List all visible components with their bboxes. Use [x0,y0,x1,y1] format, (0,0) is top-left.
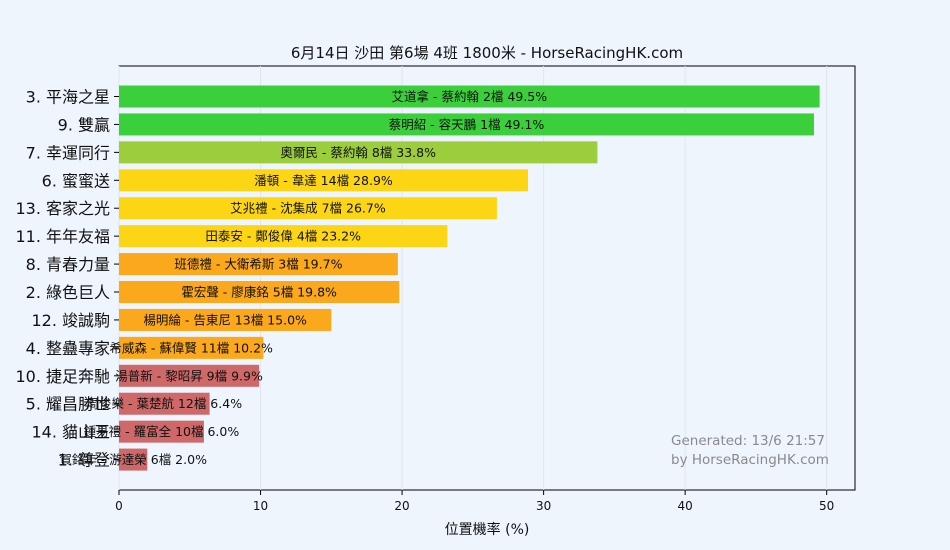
x-axis-ticks: 0 10 20 30 40 50 [115,490,834,513]
watermark-generated: Generated: 13/6 21:57 [671,433,825,449]
x-tick-label-4: 40 [678,499,693,513]
bar-10 [119,364,260,387]
bar-3 [119,169,529,192]
bar-8 [119,308,332,331]
x-tick-label-3: 30 [536,499,551,513]
bar-12 [119,420,204,443]
horse-label-6: 8. 青春力量 [26,255,110,274]
x-tick-label-1: 10 [253,499,268,513]
bar-6 [119,253,398,276]
horse-label-8: 12. 竣誠駒 [31,311,110,330]
bar-label-6: 班德禮 - 大衛希斯 3檔 19.7% [174,257,342,272]
bar-label-13: 賀銘年 - 游達榮 6檔 2.0% [59,452,207,467]
bar-label-11: 周俊樂 - 葉楚航 12檔 6.4% [87,396,243,411]
bar-11 [119,392,210,415]
plot-area [118,65,856,491]
horse-label-11: 5. 耀昌勝世 [26,395,110,414]
bar-label-1: 蔡明紹 - 容天鵬 1檔 49.1% [389,117,545,132]
x-tick-label-2: 20 [394,499,409,513]
horse-label-3: 6. 蜜蜜送 [42,171,110,190]
bar-label-2: 奧爾民 - 蔡約翰 8檔 33.8% [280,145,436,160]
bar-0 [119,85,820,108]
horse-label-2: 7. 幸運同行 [26,143,110,162]
bar-label-9: 希威森 - 蘇偉賢 11檔 10.2% [109,340,273,355]
bar-label-8: 楊明綸 - 告東尼 13檔 15.0% [143,312,307,327]
bar-9 [119,336,264,359]
x-tick-label-0: 0 [115,499,123,513]
x-tick-label-5: 50 [819,499,834,513]
horse-label-1: 9. 雙贏 [58,115,110,134]
bars: 艾道拿 - 蔡約翰 2檔 49.5% 蔡明紹 - 容天鵬 1檔 49.1% 奧爾民 … [59,85,820,471]
horse-label-12: 14. 貓山王 [31,423,110,442]
bar-2 [119,141,598,164]
horse-label-10: 10. 捷足奔馳 [15,367,110,386]
horse-label-5: 11. 年年友福 [15,227,110,246]
horse-label-13: 1. 尊登 [58,451,110,470]
horse-label-0: 3. 平海之星 [26,88,110,107]
bar-label-0: 艾道拿 - 蔡約翰 2檔 49.5% [392,89,548,104]
bar-label-12: 鍾易禮 - 羅富全 10檔 6.0% [84,424,240,439]
grid-lines [118,66,828,490]
bar-label-4: 艾兆禮 - 沈集成 7檔 26.7% [230,201,386,216]
bar-5 [119,225,448,248]
bar-label-5: 田泰安 - 鄭俊偉 4檔 23.2% [205,229,361,244]
horse-label-9: 4. 整蠱專家 [26,339,110,358]
watermark-site: by HorseRacingHK.com [671,452,829,468]
bar-label-10: 湯普新 - 黎昭昇 9檔 9.9% [115,368,263,383]
y-axis-labels: 3. 平海之星 9. 雙贏 7. 幸運同行 6. 蜜蜜送 13. 客家之光 11. 年年友… [15,88,119,470]
bar-label-7: 霍宏聲 - 廖康銘 5檔 19.8% [181,285,337,300]
horse-label-7: 2. 綠色巨人 [26,283,110,302]
bar-1 [119,113,814,136]
horse-label-4: 13. 客家之光 [15,199,110,218]
x-axis-label: 位置機率 (%) [445,521,530,538]
chart-title: 6月14日 沙田 第6場 4班 1800米 - HorseRacingHK.co… [291,44,683,62]
bar-7 [119,281,400,304]
bar-4 [119,197,497,220]
bar-label-3: 潘頓 - 韋達 14檔 28.9% [254,173,393,188]
bar-13 [119,448,148,471]
